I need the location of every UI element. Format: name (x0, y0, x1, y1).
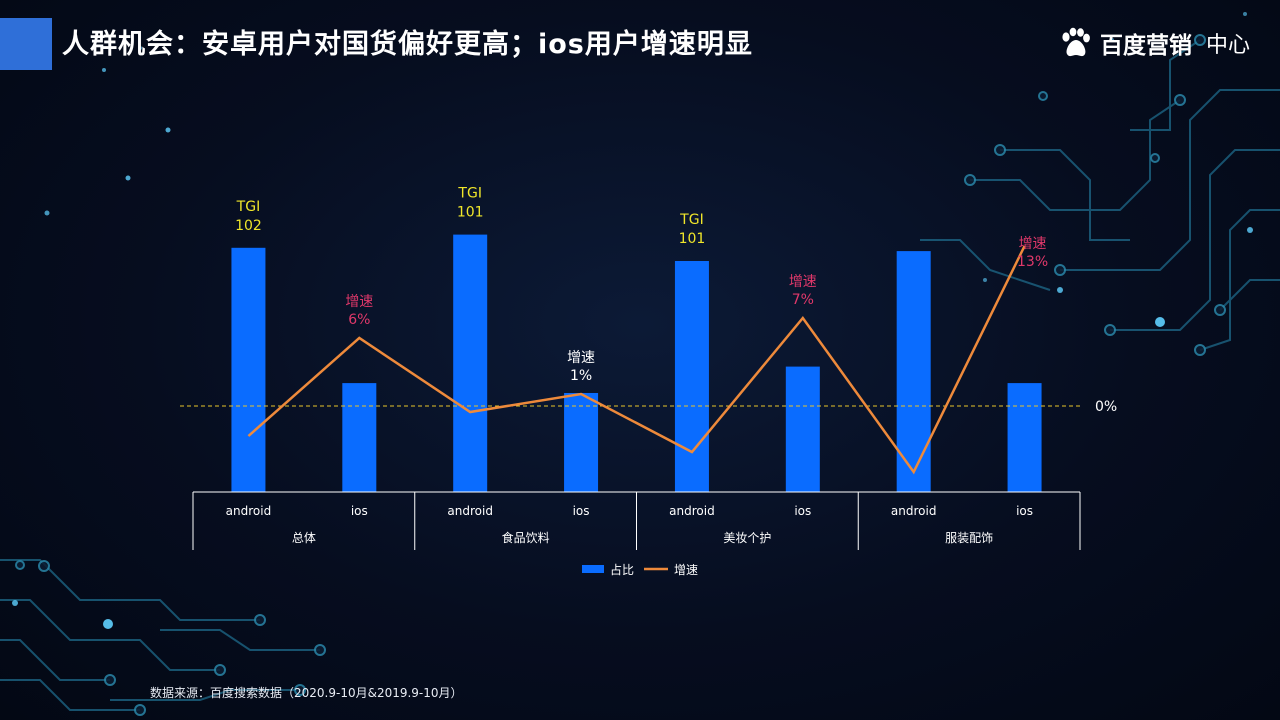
x-tick-label: android (447, 504, 493, 518)
growth-label: 增速 (567, 350, 595, 366)
bar-2 (453, 234, 488, 492)
group-label: 总体 (292, 531, 316, 545)
group-label: 服装配饰 (945, 531, 993, 545)
brand-suffix: 中心 (1205, 33, 1250, 58)
legend-bar-label: 占比 (610, 562, 634, 577)
group-label: 美妆个护 (723, 531, 771, 545)
growth-value: 1% (570, 368, 592, 384)
tgi-value: 101 (679, 231, 706, 247)
growth-label: 增速 (1019, 236, 1047, 252)
group-label: 食品饮料 (502, 530, 550, 545)
bar-1 (342, 383, 377, 492)
legend-line-label: 增速 (674, 563, 698, 577)
paw-icon (1062, 27, 1090, 57)
x-tick-label: ios (794, 504, 811, 518)
growth-value: 13% (1017, 254, 1048, 270)
x-tick-label: android (669, 504, 715, 518)
x-tick-label: ios (573, 504, 590, 518)
x-tick-label: ios (1016, 504, 1033, 518)
page-title: 人群机会：安卓用户对国货偏好更高；ios用户增速明显 (62, 29, 753, 60)
tgi-label: TGI (679, 212, 704, 228)
growth-value: 6% (348, 312, 370, 328)
bar-5 (785, 366, 820, 492)
x-tick-label: android (226, 504, 272, 518)
bar-7 (1007, 383, 1042, 492)
growth-label: 增速 (789, 274, 817, 290)
tgi-label: TGI (236, 199, 261, 215)
growth-label: 增速 (345, 294, 373, 310)
tgi-label: TGI (457, 186, 482, 202)
source-note: 数据来源：百度搜索数据（2020.9-10月&2019.9-10月） (150, 686, 463, 700)
title-accent-block (0, 18, 52, 70)
bar-6 (896, 251, 931, 492)
bar-3 (564, 393, 599, 492)
legend-bar-swatch (582, 565, 604, 573)
tgi-value: 101 (457, 205, 484, 221)
zero-reference-label: 0% (1095, 399, 1117, 415)
growth-value: 7% (792, 292, 814, 308)
brand-name: 百度营销 (1099, 33, 1192, 59)
tgi-value: 102 (235, 218, 262, 234)
growth-series-line (247, 245, 1026, 475)
x-tick-label: ios (351, 504, 368, 518)
bar-0 (231, 247, 266, 492)
brand-logo: 百度营销 中心 (1058, 26, 1250, 60)
x-tick-label: android (891, 504, 937, 518)
bar-4 (674, 261, 709, 492)
